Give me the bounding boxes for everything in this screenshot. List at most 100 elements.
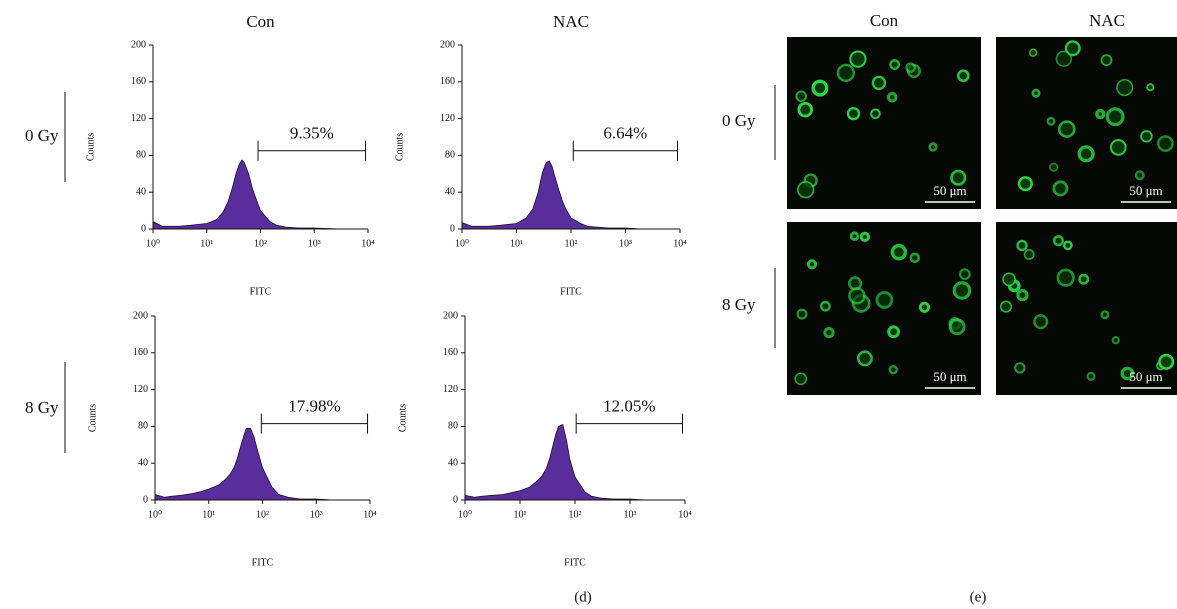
cell	[1017, 176, 1033, 192]
cell	[836, 63, 855, 83]
y-tick-label: 160	[440, 76, 455, 87]
y-tick-label: 40	[448, 457, 458, 468]
cell	[859, 231, 870, 242]
x-tick-label: 10²	[565, 238, 578, 249]
cell	[1078, 273, 1090, 285]
x-tick-label: 10²	[569, 509, 582, 520]
cell	[1111, 336, 1120, 345]
cell	[1086, 371, 1096, 381]
scale-bar-label: 50 μm	[1129, 369, 1162, 384]
cell	[1031, 88, 1041, 98]
cell	[1134, 170, 1145, 181]
cell	[1052, 235, 1064, 247]
x-axis-label: FITC	[250, 286, 272, 297]
x-tick-label: 10²	[254, 238, 267, 249]
x-tick-label: 10³	[619, 238, 632, 249]
x-tick-label: 10¹	[200, 238, 213, 249]
cell	[871, 75, 887, 91]
column-title: Con	[870, 11, 899, 30]
y-tick-label: 0	[450, 223, 455, 234]
y-tick-label: 40	[138, 457, 148, 468]
cell	[1014, 362, 1026, 374]
cell	[796, 181, 815, 199]
cell	[1157, 135, 1174, 152]
cell	[887, 325, 901, 339]
cell	[849, 50, 867, 68]
y-tick-label: 200	[131, 39, 146, 50]
cell	[889, 59, 900, 70]
micrograph	[787, 37, 981, 209]
y-tick-label: 120	[131, 113, 146, 124]
gate-label: 17.98%	[288, 397, 340, 416]
histogram-area	[461, 160, 642, 230]
x-tick-label: 10¹	[514, 509, 527, 520]
y-tick-label: 80	[138, 421, 148, 432]
cell	[905, 62, 916, 73]
cell	[950, 169, 967, 186]
cell	[1095, 108, 1106, 120]
cell	[886, 91, 898, 103]
y-tick-label: 0	[143, 494, 148, 505]
cell	[928, 142, 938, 152]
cell	[849, 231, 860, 242]
cell	[1146, 83, 1155, 92]
cell	[1056, 268, 1075, 287]
cell	[1100, 54, 1113, 67]
x-tick-label: 10³	[310, 509, 323, 520]
cell	[1105, 107, 1125, 127]
cell	[956, 69, 970, 83]
y-tick-label: 40	[136, 186, 146, 197]
row-label: 8 Gy	[25, 398, 59, 417]
y-axis-label: Counts	[394, 133, 405, 161]
histogram-area	[154, 427, 333, 501]
x-tick-label: 10⁴	[363, 509, 377, 520]
cell	[888, 365, 898, 375]
cell	[806, 259, 818, 270]
cell	[811, 79, 829, 97]
x-tick-label: 10⁰	[146, 238, 160, 249]
x-tick-label: 10⁰	[455, 238, 469, 249]
cell	[1016, 288, 1029, 302]
x-tick-label: 10⁴	[678, 509, 692, 520]
x-tick-label: 10³	[308, 238, 321, 249]
cell	[1116, 79, 1134, 97]
cell	[847, 276, 863, 291]
x-tick-label: 10³	[624, 509, 637, 520]
cell	[1002, 272, 1016, 287]
panel-label: (d)	[574, 589, 592, 605]
x-axis-label: FITC	[560, 286, 582, 297]
cell	[1120, 366, 1135, 381]
cell	[1100, 310, 1110, 320]
cell	[1028, 48, 1038, 57]
scale-bar-label: 50 μm	[1129, 183, 1162, 198]
x-tick-label: 10⁰	[458, 509, 472, 520]
cell	[1033, 314, 1049, 330]
histogram-area	[152, 159, 340, 230]
cell	[1055, 50, 1073, 67]
cell	[797, 101, 814, 118]
cell	[1077, 145, 1095, 163]
cell	[848, 287, 866, 305]
column-title: NAC	[1089, 11, 1125, 30]
cell	[952, 281, 972, 300]
y-tick-label: 160	[443, 347, 458, 358]
x-tick-label: 10¹	[510, 238, 523, 249]
cell	[1158, 353, 1175, 370]
cell	[796, 308, 808, 320]
y-tick-label: 200	[443, 310, 458, 321]
y-tick-label: 200	[133, 310, 148, 321]
histogram-area	[464, 424, 647, 501]
x-tick-label: 10²	[256, 509, 269, 520]
cell	[819, 300, 831, 312]
cell	[909, 252, 921, 264]
cell	[918, 301, 930, 313]
gate-label: 6.64%	[603, 124, 647, 143]
y-tick-label: 80	[448, 421, 458, 432]
panel-label: (e)	[970, 589, 987, 605]
gate-label: 9.35%	[290, 124, 334, 143]
cell	[856, 350, 873, 367]
cell	[999, 300, 1013, 313]
y-tick-label: 0	[453, 494, 458, 505]
x-tick-label: 10⁰	[148, 509, 162, 520]
